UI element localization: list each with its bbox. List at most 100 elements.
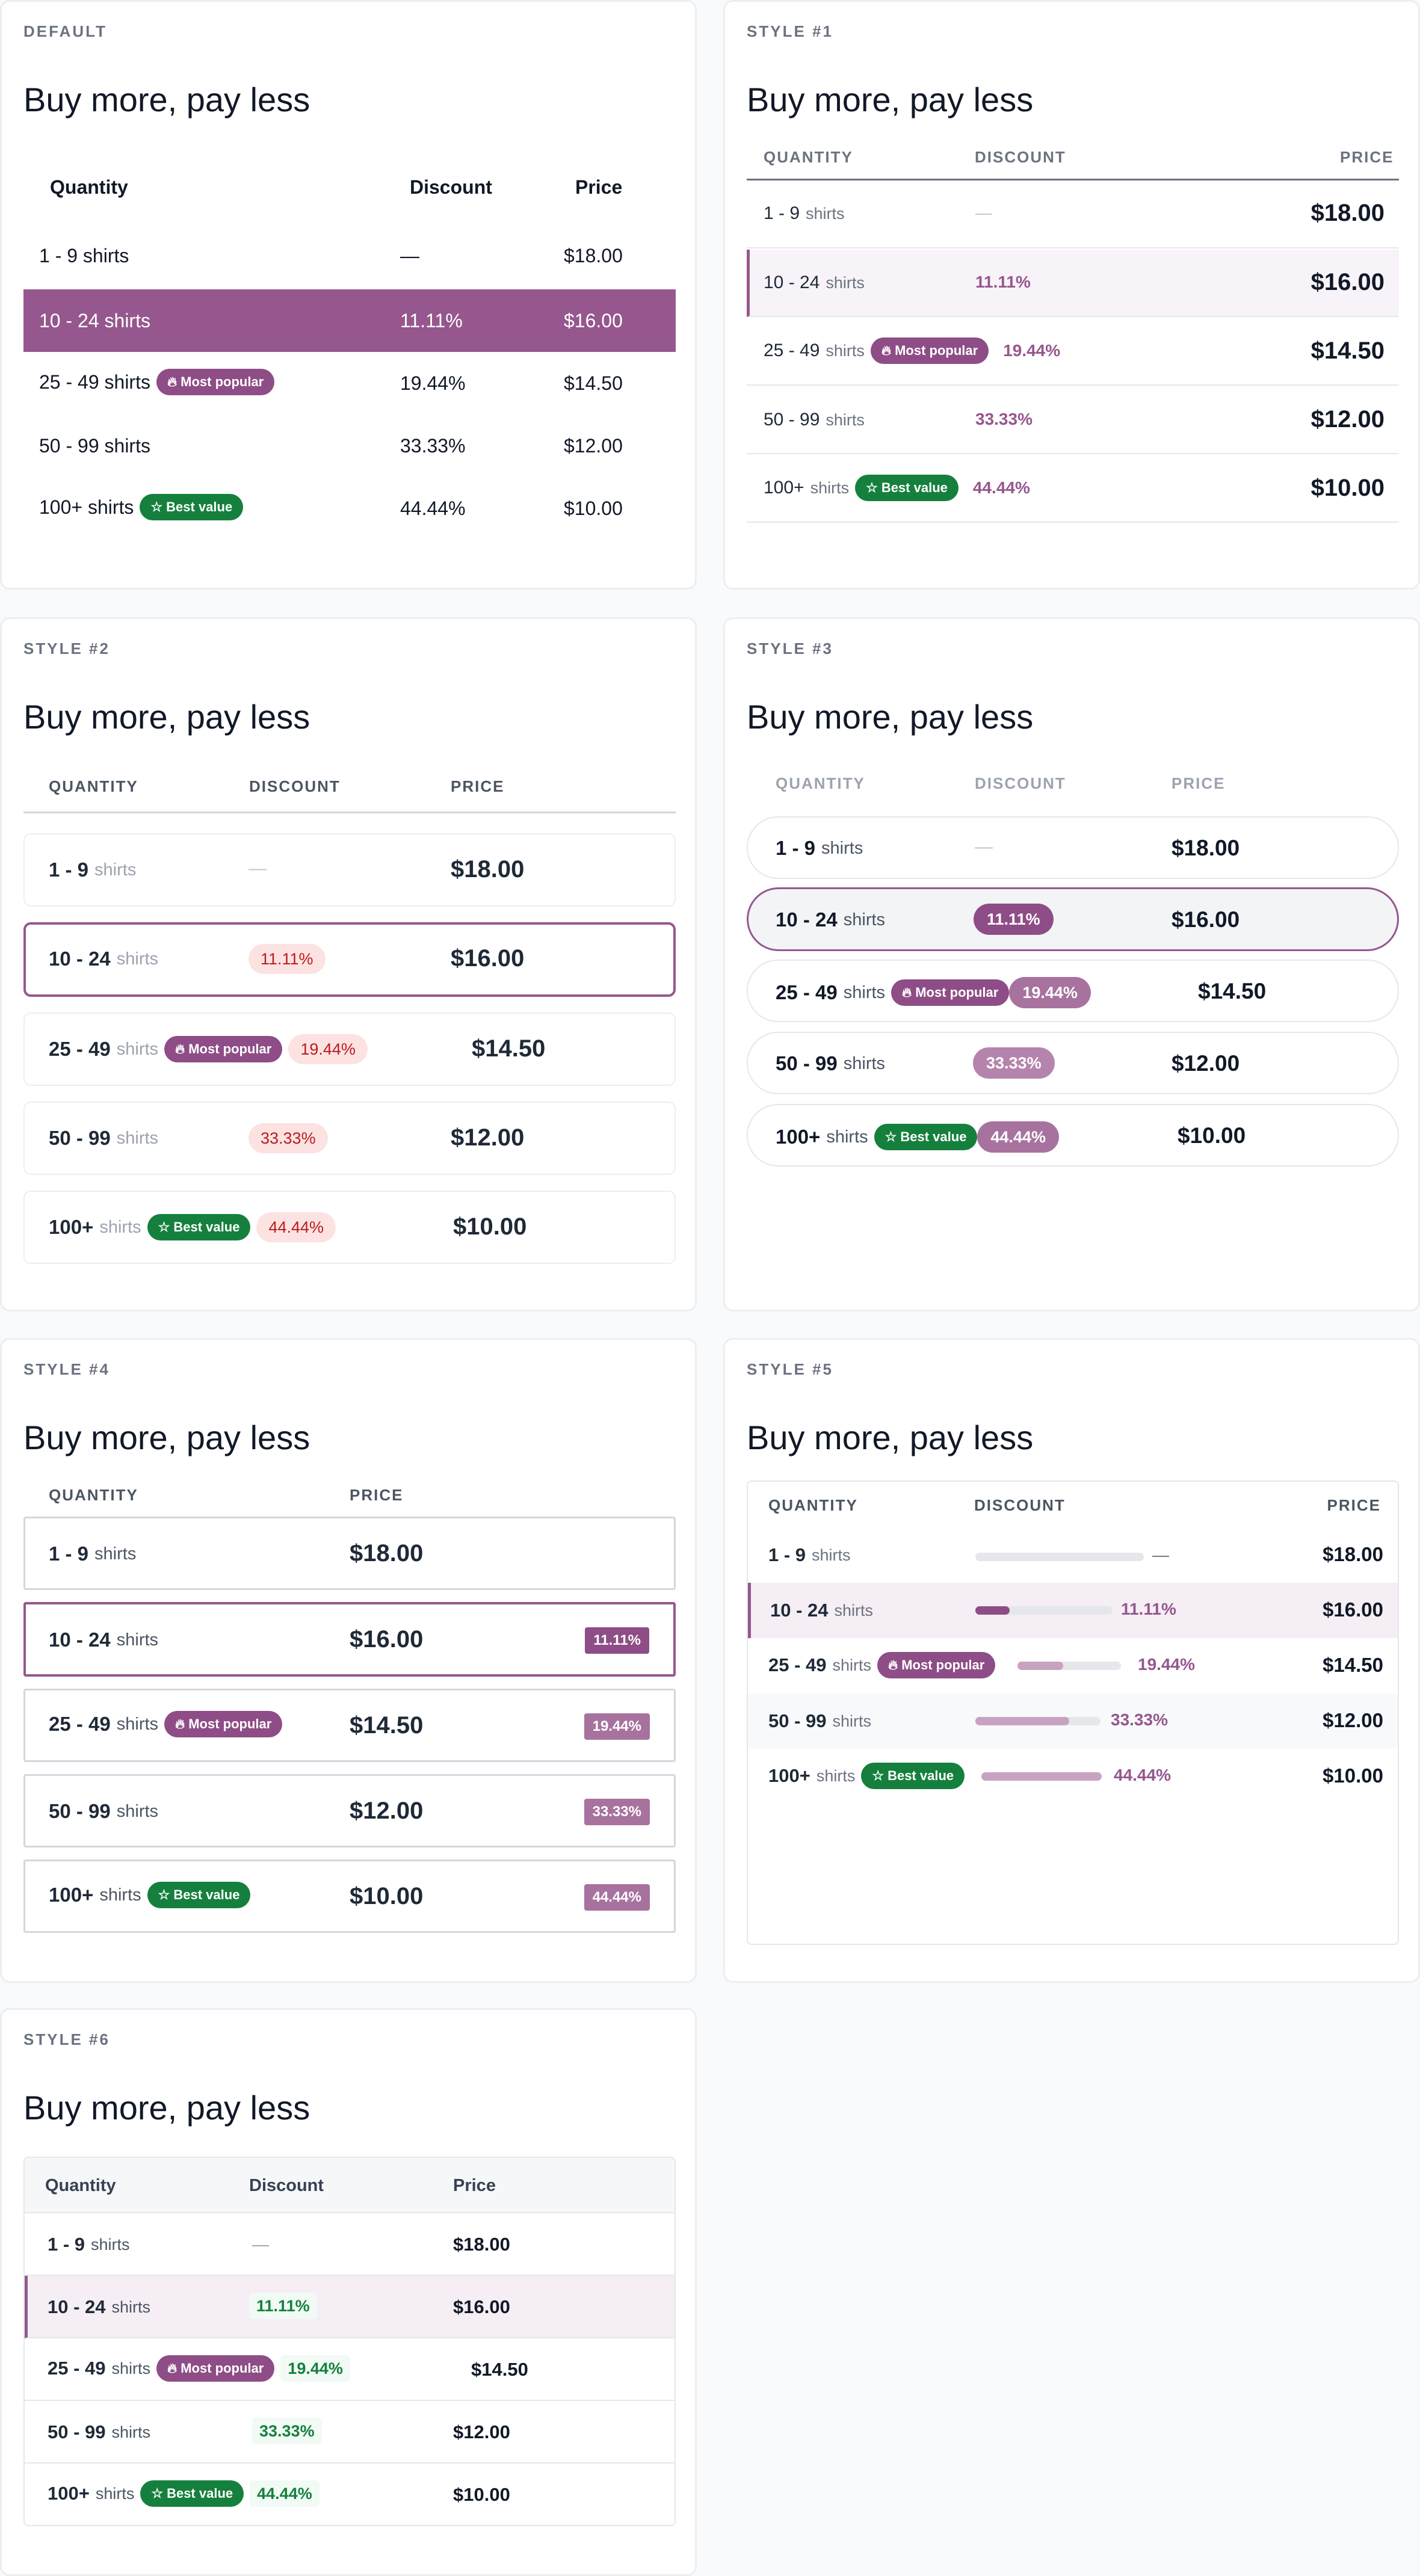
tier-row-selected[interactable]: 10 - 24 shirts 11.11% $16.00 — [748, 1583, 1398, 1638]
tier-row[interactable]: 50 - 99 shirts 33.33% $12.00 — [25, 2401, 674, 2464]
discount-bar-track — [1017, 1662, 1121, 1670]
tier-quantity: 25 - 49 shirts — [39, 371, 150, 393]
style-label: DEFAULT — [23, 22, 107, 40]
most-popular-badge: 🔥︎ Most popular — [156, 369, 275, 395]
tier-row-selected[interactable]: 10 - 24 shirts 11.11% $16.00 — [23, 289, 676, 352]
tier-discount: 19.44% — [400, 372, 466, 394]
tier-quantity: 25 - 49 — [764, 340, 820, 360]
tier-unit: shirts — [816, 1766, 856, 1785]
tier-price: $18.00 — [564, 245, 623, 267]
most-popular-badge: 🔥︎ Most popular — [891, 979, 1010, 1006]
tier-pill-row[interactable]: 25 - 49 shirts 🔥︎ Most popular 19.44% $14.… — [747, 960, 1399, 1022]
tier-discount: 44.44% — [972, 478, 1030, 497]
tier-discount: 44.44% — [400, 498, 466, 519]
tier-discount: 11.11% — [400, 310, 463, 331]
tier-pill-row[interactable]: 1 - 9 shirts — $18.00 — [747, 816, 1399, 879]
tier-unit: shirts — [821, 838, 863, 858]
header-price: PRICE — [1172, 774, 1226, 792]
tier-price: $16.00 — [453, 2296, 510, 2317]
best-value-badge: ☆ Best value — [140, 2480, 244, 2507]
tier-row[interactable]: 100+ shirts ☆ Best value 44.44% $10.00 — [25, 2464, 674, 2525]
tier-table: QUANTITY DISCOUNT PRICE 1 - 9 shirts — $1… — [747, 1481, 1399, 1945]
tier-unit: shirts — [806, 204, 845, 223]
tier-quantity: 1 - 9 — [49, 858, 89, 881]
tier-card[interactable]: 100+ shirts ☆ Best value 44.44% $10.00 — [23, 1191, 676, 1264]
tier-quantity: 50 - 99 — [764, 410, 820, 430]
tier-row[interactable]: 25 - 49 shirts 🔥︎ Most popular 19.44% $14.… — [747, 318, 1399, 386]
tier-price: $10.00 — [564, 498, 623, 519]
tier-discount: 44.44% — [1114, 1766, 1171, 1784]
tier-row[interactable]: 1 - 9 shirts — $18.00 — [748, 1527, 1398, 1583]
tier-card[interactable]: 25 - 49 shirts 🔥︎ Most popular 19.44% $14.… — [23, 1012, 676, 1086]
card-heading: Buy more, pay less — [747, 698, 1034, 736]
tier-row[interactable]: 25 - 49 shirts 🔥︎ Most popular 19.44% $14.… — [748, 1638, 1398, 1693]
badge-text: Most popular — [181, 374, 264, 389]
tier-quantity-group: 10 - 24 shirts — [764, 273, 865, 293]
card-style-1: STYLE #1 Buy more, pay less QUANTITY DIS… — [723, 0, 1420, 590]
tier-row-selected[interactable]: 10 - 24 shirts 11.11% $16.00 — [747, 250, 1399, 317]
header-quantity: QUANTITY — [49, 777, 138, 795]
tier-pill-row-selected[interactable]: 10 - 24 shirts 11.11% $16.00 — [747, 887, 1399, 951]
discount-bar-fill — [981, 1772, 1102, 1781]
tier-box[interactable]: 25 - 49 shirts 🔥︎ Most popular $14.50 19.4… — [23, 1689, 676, 1762]
tier-box[interactable]: 100+ shirts ☆ Best value $10.00 44.44% — [23, 1860, 676, 1933]
tier-row[interactable]: 50 - 99 shirts 33.33% $12.00 — [748, 1693, 1398, 1749]
badge-text: Best value — [173, 1219, 240, 1234]
tier-quantity: 10 - 24 shirts — [39, 310, 150, 331]
tier-quantity-group: 10 - 24 shirts — [49, 1628, 158, 1651]
tier-price: $10.00 — [350, 1883, 424, 1909]
most-popular-badge: 🔥︎ Most popular — [164, 1036, 283, 1062]
discount-chip: 11.11% — [249, 2293, 317, 2319]
tier-row[interactable]: 25 - 49 shirts 🔥︎ Most popular 19.44% $14… — [23, 352, 676, 414]
tier-row[interactable]: 100+ shirts ☆ Best value 44.44% $10.00 — [747, 455, 1399, 523]
tier-pill-row[interactable]: 50 - 99 shirts 33.33% $12.00 — [747, 1032, 1399, 1094]
tier-box[interactable]: 1 - 9 shirts $18.00 — [23, 1517, 676, 1590]
tier-quantity: 100+ — [768, 1765, 810, 1786]
tier-row[interactable]: 25 - 49 shirts 🔥︎ Most popular 19.44% $14.… — [25, 2338, 674, 2401]
tier-quantity: 25 - 49 — [49, 1038, 111, 1060]
tier-box-selected[interactable]: 10 - 24 shirts $16.00 11.11% — [23, 1602, 676, 1677]
tier-card[interactable]: 1 - 9 shirts — $18.00 — [23, 833, 676, 907]
style-label: STYLE #4 — [23, 1360, 110, 1378]
tier-box[interactable]: 50 - 99 shirts $12.00 33.33% — [23, 1774, 676, 1847]
tier-unit: shirts — [94, 860, 137, 880]
badge-text: Best value — [173, 1887, 240, 1902]
card-style-5: STYLE #5 Buy more, pay less QUANTITY DIS… — [723, 1338, 1420, 1983]
star-icon: ☆ — [866, 480, 878, 495]
discount-tag: 44.44% — [584, 1884, 650, 1911]
tier-row[interactable]: 100+ shirts ☆ Best value 44.44% $10.00 — [23, 477, 676, 540]
discount-tag: 33.33% — [584, 1799, 650, 1825]
header-price: Price — [575, 176, 623, 198]
star-icon: ☆ — [884, 1129, 897, 1144]
tier-row-selected[interactable]: 10 - 24 shirts 11.11% $16.00 — [25, 2276, 674, 2338]
tier-quantity-group: 25 - 49 shirts 🔥︎ Most popular 19.44% — [48, 2355, 350, 2382]
tier-row[interactable]: 1 - 9 shirts — $18.00 — [23, 224, 676, 287]
tier-unit: shirts — [116, 1801, 159, 1821]
tier-quantity: 50 - 99 — [768, 1710, 827, 1731]
card-style-6: STYLE #6 Buy more, pay less Quantity Dis… — [0, 2008, 697, 2576]
best-value-badge: ☆ Best value — [147, 1214, 251, 1240]
tier-quantity-group: 10 - 24 shirts — [48, 2296, 150, 2318]
tier-row[interactable]: 1 - 9 shirts — $18.00 — [747, 180, 1399, 248]
card-heading: Buy more, pay less — [23, 81, 310, 119]
card-heading: Buy more, pay less — [747, 1419, 1034, 1456]
tier-card-selected[interactable]: 10 - 24 shirts 11.11% $16.00 — [23, 922, 676, 997]
tier-quantity-group: 50 - 99 shirts — [49, 1127, 158, 1150]
tier-unit: shirts — [94, 1544, 137, 1564]
tier-row[interactable]: 1 - 9 shirts — $18.00 — [25, 2213, 674, 2276]
tier-card[interactable]: 50 - 99 shirts 33.33% $12.00 — [23, 1102, 676, 1175]
discount-pill: 44.44% — [977, 1121, 1060, 1153]
tier-price: $16.00 — [1323, 1598, 1383, 1621]
badge-text: Most popular — [181, 2361, 264, 2376]
tier-unit: shirts — [826, 1127, 868, 1147]
tier-quantity-group: 100+ shirts ☆ Best value — [768, 1763, 965, 1789]
tier-row[interactable]: 50 - 99 shirts 33.33% $12.00 — [23, 414, 676, 477]
flame-icon: 🔥︎ — [167, 374, 177, 389]
header-quantity: Quantity — [50, 176, 128, 198]
discount-chip: 19.44% — [280, 2355, 350, 2382]
tier-pill-row[interactable]: 100+ shirts ☆ Best value 44.44% $10.00 — [747, 1104, 1399, 1166]
tier-row[interactable]: 100+ shirts ☆ Best value 44.44% $10.00 — [748, 1749, 1398, 1804]
tier-row[interactable]: 50 - 99 shirts 33.33% $12.00 — [747, 387, 1399, 454]
tier-unit: shirts — [832, 1712, 872, 1730]
star-icon: ☆ — [150, 499, 163, 514]
